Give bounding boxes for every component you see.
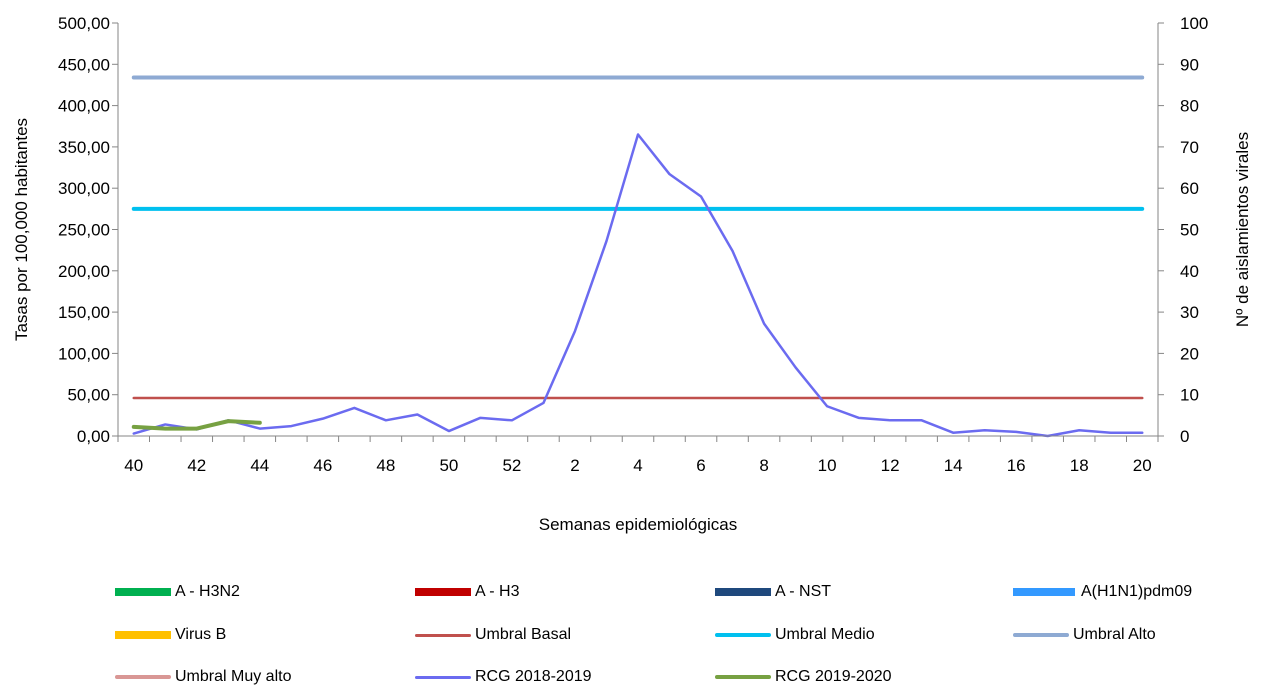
y-axis-right-label: Nº de aislamientos virales: [1233, 132, 1252, 327]
y-right-tick-label: 20: [1180, 344, 1199, 363]
y-right-tick-label: 0: [1180, 427, 1189, 446]
y-right-tick-label: 10: [1180, 386, 1199, 405]
y-right-tick-label: 90: [1180, 55, 1199, 74]
x-tick-label: 8: [759, 456, 768, 475]
y-left-tick-label: 500,00: [58, 14, 110, 33]
y-left-tick-label: 100,00: [58, 344, 110, 363]
y-right-tick-label: 40: [1180, 262, 1199, 281]
x-tick-label: 44: [250, 456, 269, 475]
x-tick-label: 6: [696, 456, 705, 475]
y-left-tick-label: 300,00: [58, 179, 110, 198]
x-tick-label: 50: [439, 456, 458, 475]
x-tick-label: 42: [187, 456, 206, 475]
x-tick-label: 18: [1070, 456, 1089, 475]
y-right-tick-label: 30: [1180, 303, 1199, 322]
y-left-tick-label: 200,00: [58, 262, 110, 281]
y-left-tick-label: 150,00: [58, 303, 110, 322]
y-axis-left-label: Tasas por 100,000 habitantes: [12, 118, 31, 341]
y-left-tick-label: 250,00: [58, 221, 110, 240]
x-axis-label: Semanas epidemiológicas: [539, 515, 737, 534]
x-tick-label: 40: [124, 456, 143, 475]
x-axis-ticks: 40 42 44 46 48 50 52 2 4 6 8 10 12 14 16 18 20: [117, 436, 1159, 475]
x-tick-label: 52: [502, 456, 521, 475]
x-tick-label: 46: [313, 456, 332, 475]
x-tick-label: 4: [633, 456, 642, 475]
x-tick-label: 14: [944, 456, 963, 475]
y-right-tick-label: 70: [1180, 138, 1199, 157]
y-left-tick-label: 450,00: [58, 55, 110, 74]
y-left-tick-label: 0,00: [77, 427, 110, 446]
x-tick-label: 20: [1133, 456, 1152, 475]
y-left-tick-label: 400,00: [58, 97, 110, 116]
y-axis-right-ticks: 0 10 20 30 40 50 60 70 80 90 100: [1158, 14, 1208, 446]
x-tick-label: 16: [1007, 456, 1026, 475]
y-right-tick-label: 100: [1180, 14, 1208, 33]
y-right-tick-label: 50: [1180, 221, 1199, 240]
x-tick-label: 12: [881, 456, 900, 475]
series-line-rcg-2019-2020: [131, 419, 262, 431]
y-right-tick-label: 80: [1180, 97, 1199, 116]
y-left-tick-label: 350,00: [58, 138, 110, 157]
series-layer: [131, 75, 1145, 438]
x-tick-label: 48: [376, 456, 395, 475]
y-axis-left-ticks: 0,00 50,00 100,00 150,00 200,00 250,00 300,00 3…: [58, 14, 118, 446]
y-left-tick-label: 50,00: [67, 386, 110, 405]
x-tick-label: 2: [570, 456, 579, 475]
x-tick-label: 10: [818, 456, 837, 475]
y-right-tick-label: 60: [1180, 179, 1199, 198]
series-line-rcg-2018-2019: [132, 133, 1144, 438]
